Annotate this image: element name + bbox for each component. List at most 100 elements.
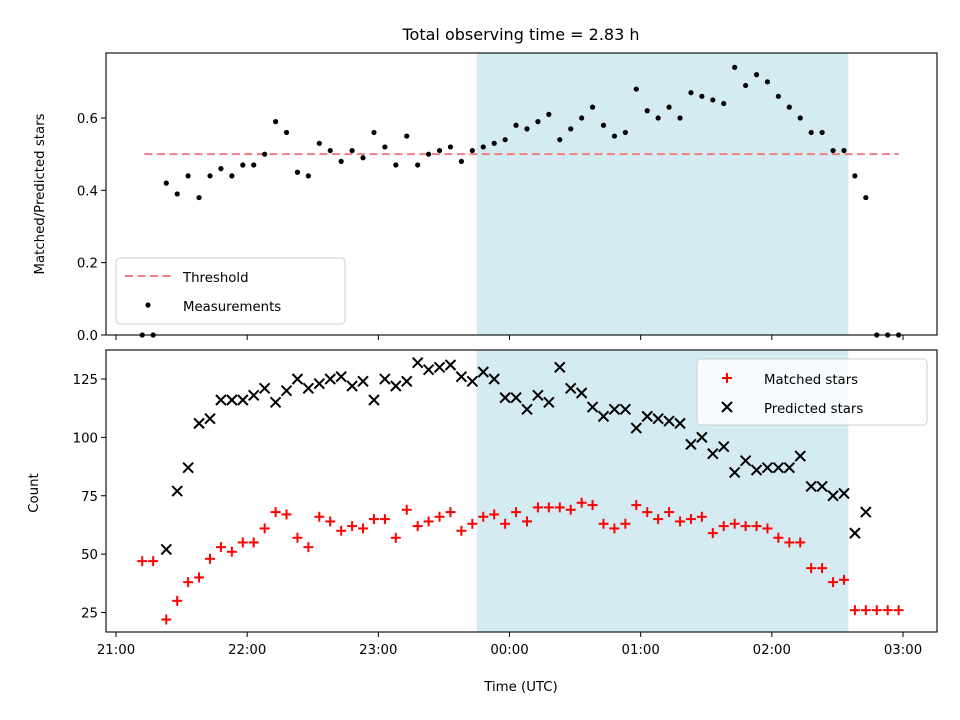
matched-star-point [401,504,412,515]
matched-star-point [194,572,205,583]
predicted-star-point [455,370,468,383]
bottom-y-tick-label: 25 [81,607,98,622]
measurement-point [655,115,661,121]
matched-star-point [707,528,718,539]
predicted-star-point [838,487,850,500]
matched-star-point [882,605,893,616]
matched-star-point [620,518,631,529]
measurement-point [163,180,169,186]
measurement-point [360,155,366,161]
measurement-point [262,151,268,157]
bottom-y-tick-label: 100 [73,431,98,446]
predicted-star-point [269,396,282,409]
measurement-point [447,144,454,150]
matched-star-point [664,507,675,518]
measurement-point [786,104,792,110]
predicted-star-point [783,462,796,474]
predicted-star-point [379,373,391,385]
matched-star-point [511,507,522,518]
predicted-star-point [444,359,457,371]
bottom-y-tick-label: 75 [81,490,98,505]
matched-star-point [292,532,303,543]
predicted-star-point [805,480,817,493]
matched-star-point [336,525,347,536]
measurement-point [579,115,585,121]
predicted-star-point [685,438,697,451]
predicted-star-point [466,375,479,388]
measurement-point [240,162,246,168]
bottom-y-tick-label: 125 [73,373,98,388]
measurement-point [196,194,202,201]
predicted-star-point [849,527,861,539]
predicted-star-point [226,394,238,406]
matched-star-point [500,518,511,529]
matched-star-point [314,511,325,522]
measurement-point [775,93,781,99]
measurement-point [229,173,235,179]
matched-star-point [248,537,259,548]
measurement-point [251,162,257,168]
predicted-star-point [477,366,489,378]
legend-measurements-label: Measurements [183,300,281,315]
top-y-tick-label: 0.6 [77,112,98,127]
matched-star-point [860,605,871,616]
predicted-star-point [258,382,271,395]
measurement-point [480,144,486,150]
predicted-star-point [433,361,446,374]
predicted-star-point [860,506,872,518]
matched-star-point [423,516,434,527]
predicted-star-point [696,431,708,444]
matched-star-point [434,511,445,522]
matched-star-point [675,516,686,527]
measurement-point [808,129,814,136]
matched-star-point [183,577,194,588]
x-tick-label: 03:00 [884,643,922,658]
measurement-point [710,97,716,103]
matched-star-point [379,514,390,525]
predicted-star-point [772,462,785,474]
matched-star-point [696,511,707,522]
matched-star-point [259,523,270,534]
measurement-point [852,173,858,179]
measurement-point [830,147,836,154]
measurement-point [513,122,519,128]
measurement-point [207,173,213,179]
matched-star-point [467,518,478,529]
predicted-star-point [532,389,544,402]
measurement-point [721,100,727,107]
predicted-star-point [750,464,763,476]
matched-star-point [543,502,554,513]
measurement-point [174,191,180,197]
matched-star-point [609,523,620,534]
measurement-point [524,126,530,132]
matched-star-point [532,502,543,513]
measurement-point [491,140,497,146]
predicted-star-point [728,466,741,479]
measurement-point [305,173,311,179]
matched-star-point [817,563,828,574]
measurement-point [371,129,377,136]
predicted-star-point [630,422,643,434]
predicted-star-point [597,410,610,423]
measurement-point [185,173,191,179]
predicted-star-point [390,380,402,392]
measurement-point [600,122,607,128]
measurement-point [841,147,847,154]
measurement-point [633,86,639,92]
predicted-star-point [193,417,205,430]
legend-predicted-label: Predicted stars [764,402,863,417]
predicted-star-point [335,370,347,383]
matched-star-point [489,509,500,520]
matched-star-point [226,546,237,557]
predicted-star-point [182,462,194,474]
measurement-point [644,108,650,114]
top-legend-box [115,257,346,325]
measurement-point [426,151,432,157]
measurement-point [797,115,803,121]
predicted-star-point [488,373,500,385]
predicted-star-point [543,396,555,409]
matched-star-point [565,504,576,515]
predicted-star-point [761,462,774,474]
matched-star-point [478,511,489,522]
predicted-star-point [313,377,326,390]
